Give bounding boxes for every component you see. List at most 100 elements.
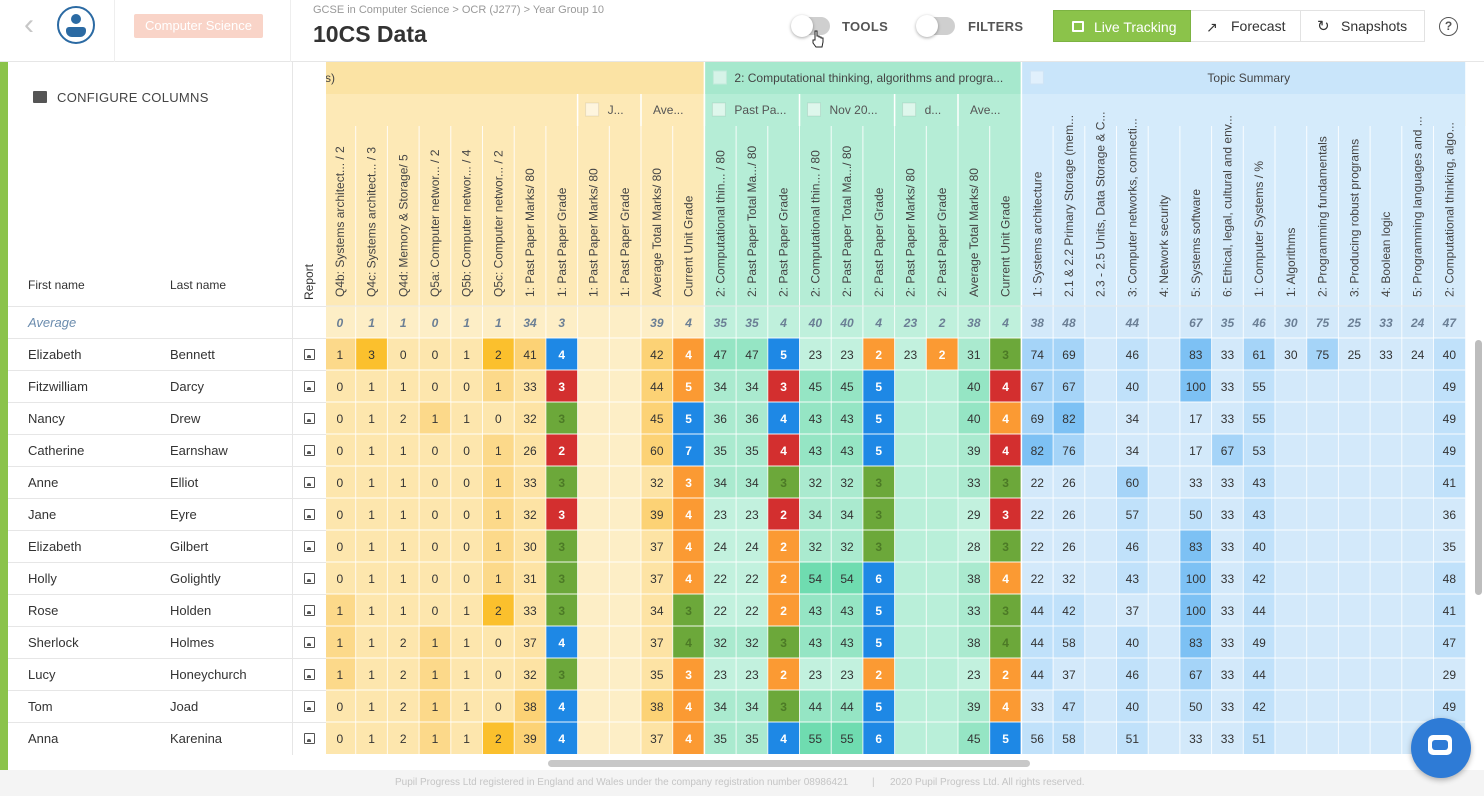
data-cell[interactable] <box>641 370 673 402</box>
subject-badge[interactable]: Computer Science <box>134 14 263 38</box>
data-cell[interactable] <box>1211 658 1244 690</box>
data-cell[interactable] <box>894 562 927 594</box>
data-cell[interactable] <box>482 658 515 690</box>
data-cell[interactable] <box>894 594 927 626</box>
data-cell[interactable] <box>1338 658 1371 690</box>
data-cell[interactable] <box>1179 338 1212 370</box>
help-icon[interactable]: ? <box>1439 17 1458 36</box>
data-cell[interactable] <box>1401 498 1434 530</box>
data-cell[interactable] <box>672 658 705 690</box>
data-cell[interactable] <box>767 530 800 562</box>
data-cell[interactable] <box>514 626 546 658</box>
data-cell[interactable] <box>1148 498 1180 530</box>
data-cell[interactable] <box>831 434 863 466</box>
data-cell[interactable] <box>355 690 388 722</box>
data-cell[interactable] <box>831 722 863 754</box>
data-cell[interactable] <box>1148 434 1180 466</box>
data-cell[interactable] <box>958 562 990 594</box>
data-cell[interactable] <box>862 658 895 690</box>
student-row[interactable]: Anna Karenina <box>8 722 326 755</box>
data-cell[interactable] <box>1370 626 1402 658</box>
data-cell[interactable] <box>450 530 483 562</box>
data-cell[interactable] <box>799 562 832 594</box>
column-header[interactable] <box>355 126 388 306</box>
data-cell[interactable] <box>736 498 768 530</box>
data-cell[interactable] <box>1148 658 1180 690</box>
data-cell[interactable] <box>1116 690 1149 722</box>
data-cell[interactable] <box>514 466 546 498</box>
data-cell[interactable] <box>926 498 958 530</box>
data-cell[interactable] <box>1401 658 1434 690</box>
data-cell[interactable] <box>1148 466 1180 498</box>
data-cell[interactable] <box>1116 338 1149 370</box>
data-cell[interactable] <box>1338 530 1371 562</box>
data-cell[interactable] <box>1053 722 1085 754</box>
data-cell[interactable] <box>641 658 673 690</box>
data-cell[interactable] <box>1306 530 1339 562</box>
data-cell[interactable] <box>736 626 768 658</box>
data-cell[interactable] <box>387 562 420 594</box>
data-cell[interactable] <box>450 498 483 530</box>
data-cell[interactable] <box>609 594 641 626</box>
data-cell[interactable] <box>1021 530 1054 562</box>
column-header[interactable] <box>1148 126 1180 306</box>
student-row[interactable]: Rose Holden <box>8 594 326 627</box>
data-cell[interactable] <box>1338 338 1371 370</box>
data-cell[interactable] <box>1306 562 1339 594</box>
report-button[interactable] <box>292 627 326 659</box>
data-cell[interactable] <box>1370 562 1402 594</box>
data-cell[interactable] <box>1084 338 1117 370</box>
data-cell[interactable] <box>926 402 958 434</box>
data-cell[interactable] <box>1211 690 1244 722</box>
data-cell[interactable] <box>387 690 420 722</box>
data-cell[interactable] <box>672 466 705 498</box>
column-header[interactable] <box>1433 126 1466 306</box>
subgroup-label[interactable]: Ave... <box>653 103 683 117</box>
data-cell[interactable] <box>577 498 610 530</box>
data-cell[interactable] <box>1275 402 1307 434</box>
data-cell[interactable] <box>387 434 420 466</box>
collapse-group-icon[interactable] <box>712 70 727 85</box>
data-cell[interactable] <box>894 530 927 562</box>
data-cell[interactable] <box>482 562 515 594</box>
data-cell[interactable] <box>958 370 990 402</box>
data-cell[interactable] <box>641 626 673 658</box>
filters-toggle[interactable] <box>916 15 955 37</box>
data-cell[interactable] <box>609 402 641 434</box>
data-cell[interactable] <box>1211 562 1244 594</box>
data-cell[interactable] <box>704 466 737 498</box>
data-cell[interactable] <box>1211 498 1244 530</box>
data-cell[interactable] <box>641 434 673 466</box>
data-cell[interactable] <box>577 466 610 498</box>
data-cell[interactable] <box>1275 626 1307 658</box>
data-cell[interactable] <box>355 402 388 434</box>
report-button[interactable] <box>292 371 326 403</box>
data-cell[interactable] <box>355 466 388 498</box>
column-header[interactable] <box>926 126 958 306</box>
data-cell[interactable] <box>1370 434 1402 466</box>
tools-label[interactable]: TOOLS <box>842 19 889 34</box>
data-cell[interactable] <box>894 498 927 530</box>
data-cell[interactable] <box>545 338 578 370</box>
data-cell[interactable] <box>862 402 895 434</box>
data-cell[interactable] <box>419 466 451 498</box>
data-cell[interactable] <box>767 722 800 754</box>
data-cell[interactable] <box>989 434 1022 466</box>
column-header[interactable] <box>577 126 610 306</box>
data-cell[interactable] <box>326 722 356 754</box>
data-cell[interactable] <box>1084 498 1117 530</box>
column-header[interactable] <box>1021 126 1054 306</box>
data-cell[interactable] <box>450 722 483 754</box>
data-cell[interactable] <box>355 530 388 562</box>
data-cell[interactable] <box>577 530 610 562</box>
data-cell[interactable] <box>672 530 705 562</box>
data-cell[interactable] <box>1401 626 1434 658</box>
student-row[interactable]: Fitzwilliam Darcy <box>8 370 326 403</box>
data-cell[interactable] <box>862 466 895 498</box>
data-cell[interactable] <box>450 690 483 722</box>
data-cell[interactable] <box>799 530 832 562</box>
data-cell[interactable] <box>1401 530 1434 562</box>
data-cell[interactable] <box>1338 594 1371 626</box>
data-cell[interactable] <box>1275 594 1307 626</box>
data-cell[interactable] <box>1021 338 1054 370</box>
